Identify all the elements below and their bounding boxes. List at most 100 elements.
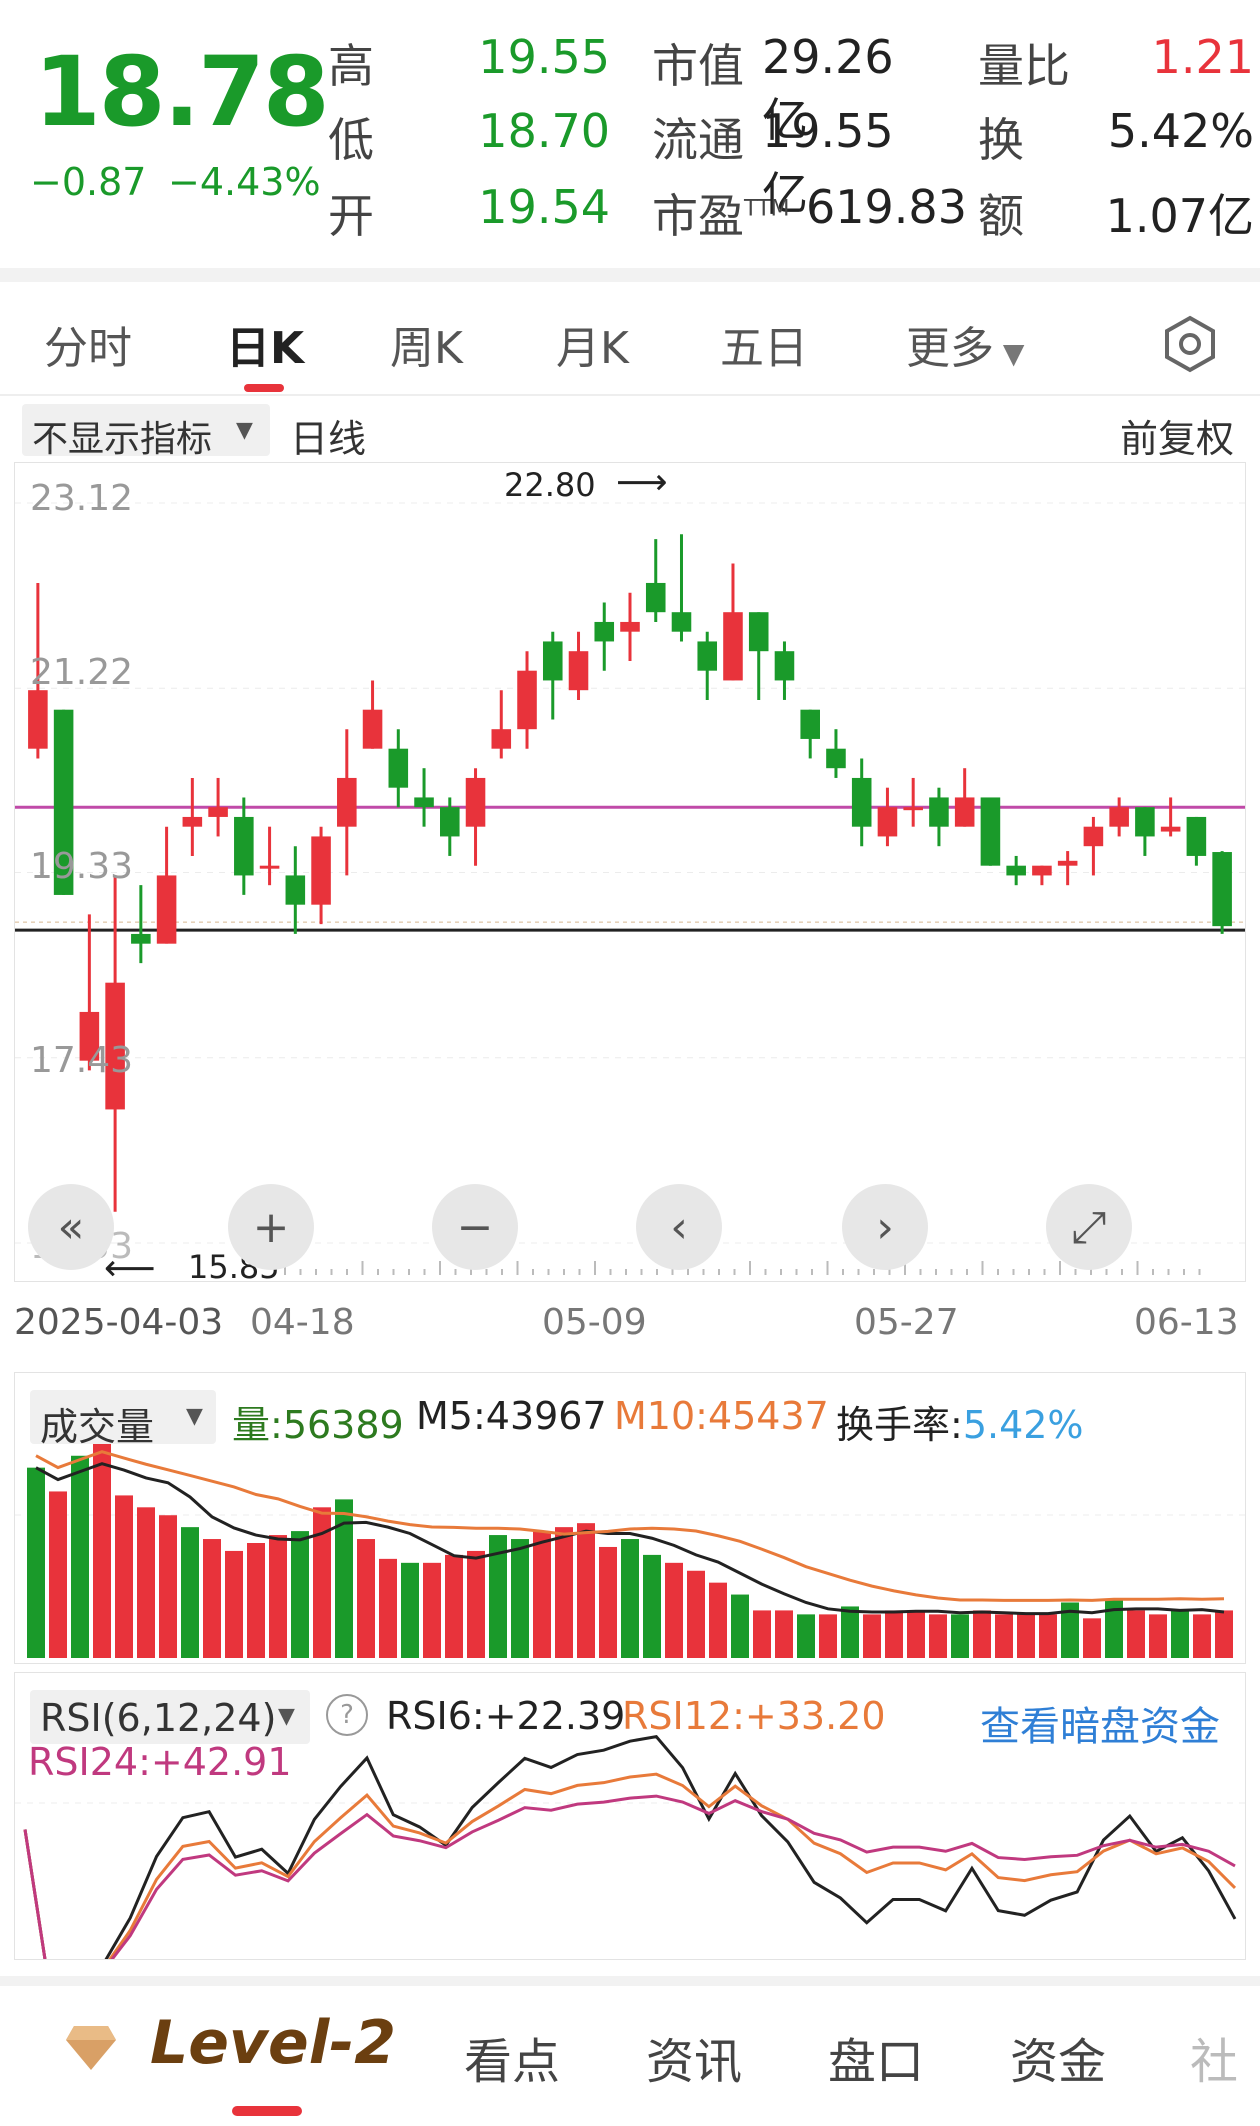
volume-bar — [555, 1527, 573, 1658]
low-label: 低 — [328, 113, 374, 167]
tab-more-label: 更多 — [906, 323, 994, 374]
tab-community[interactable]: 社 — [1190, 2034, 1239, 2090]
zoom-out-icon[interactable]: − — [432, 1184, 518, 1270]
kline-svg — [15, 502, 1245, 1275]
volume-panel[interactable] — [14, 1372, 1246, 1664]
volume-bar — [1061, 1602, 1079, 1658]
zoom-in-icon[interactable]: + — [228, 1184, 314, 1270]
chevron-down-icon: ▼ — [236, 418, 253, 443]
rsi6-line — [23, 1734, 1237, 2002]
tab-orderbook[interactable]: 盘口 — [828, 2034, 925, 2090]
price-change-pct: −4.43% — [168, 160, 321, 204]
chevron-right-icon[interactable]: › — [842, 1184, 928, 1270]
tab-monthly[interactable]: 月K — [556, 323, 629, 374]
m5-value: M5:43967 — [416, 1394, 607, 1438]
candle-body — [594, 621, 615, 642]
candle-body — [826, 748, 846, 769]
volume-bar — [621, 1539, 639, 1658]
tab-intraday[interactable]: 分时 — [44, 323, 132, 374]
pe-label: 市盈TTM — [652, 180, 789, 246]
help-icon[interactable]: ? — [326, 1694, 368, 1736]
volume-bar — [313, 1507, 331, 1658]
tab-news[interactable]: 资讯 — [646, 2034, 743, 2090]
y-label-2: 21.22 — [30, 652, 134, 693]
view-dark-pool-link[interactable]: 查看暗盘资金 — [980, 1704, 1220, 1750]
candle-body — [362, 709, 383, 749]
rsi-selector-label: RSI(6,12,24) — [40, 1696, 277, 1740]
volume-bar — [335, 1499, 353, 1658]
mktcap-label: 市值 — [652, 39, 744, 93]
adjust-selector[interactable]: 前复权 — [1120, 417, 1235, 461]
candle-body — [980, 797, 1001, 866]
candle-body — [388, 748, 409, 788]
tab-weekly[interactable]: 周K — [390, 323, 463, 374]
candle-body — [259, 865, 280, 869]
candle-body — [877, 807, 898, 837]
tab-daily[interactable]: 日K — [226, 323, 305, 374]
volume-bar — [467, 1550, 485, 1658]
volume-bar — [731, 1594, 749, 1658]
indicator-selector-label: 不显示指标 — [32, 419, 213, 460]
settings-icon[interactable] — [1160, 314, 1220, 378]
volume-bar — [115, 1495, 133, 1658]
turnover-label: 换 — [978, 113, 1024, 167]
volume-svg — [15, 1439, 1245, 1658]
rsi-selector[interactable]: RSI(6,12,24) ▼ — [30, 1690, 310, 1744]
rewind-icon[interactable]: « — [28, 1184, 114, 1270]
m10-line — [35, 1450, 1225, 1602]
vol-number: 56389 — [282, 1403, 404, 1447]
candle-body — [131, 933, 151, 944]
pe-ttm-sup: TTM — [744, 196, 790, 222]
candle-body — [1083, 826, 1104, 847]
volume-bar — [71, 1455, 89, 1658]
turn-label: 换手率: — [836, 1403, 963, 1447]
tab-capital[interactable]: 资金 — [1010, 2034, 1107, 2090]
volume-bar — [1105, 1598, 1123, 1658]
y-label-4: 17.43 — [30, 1040, 134, 1081]
rsi24-line — [23, 1794, 1236, 2002]
tab-highlights[interactable]: 看点 — [464, 2034, 561, 2090]
volume-bar — [797, 1614, 815, 1658]
open-label: 开 — [328, 189, 374, 243]
volume-bar — [753, 1610, 771, 1658]
candle-body — [1135, 807, 1155, 837]
chevron-left-icon[interactable]: ‹ — [636, 1184, 722, 1270]
volume-bar — [181, 1527, 199, 1658]
volume-bar — [401, 1562, 419, 1658]
tab-five-day[interactable]: 五日 — [720, 323, 808, 374]
volume-value: 量:56389 — [232, 1394, 404, 1449]
m10-value: M10:45437 — [614, 1394, 829, 1438]
last-price: 18.78 — [34, 36, 330, 148]
rsi6-value: RSI6:+22.39 — [386, 1694, 626, 1738]
rsi-panel[interactable] — [14, 1672, 1246, 2002]
kline-chart[interactable] — [14, 462, 1246, 1282]
candle-body — [1006, 865, 1026, 876]
high-marker-label: 22.80 — [504, 466, 596, 504]
volume-bar — [1193, 1614, 1211, 1658]
level2-tab[interactable]: Level-2 — [150, 2008, 396, 2078]
tab-more[interactable]: 更多 ▼ — [906, 312, 1024, 376]
volume-bar — [1215, 1610, 1233, 1658]
candle-body — [156, 875, 177, 944]
volume-bar — [225, 1550, 243, 1658]
rsi-svg — [15, 1734, 1245, 2002]
fullscreen-icon[interactable]: ⤢ — [1046, 1184, 1132, 1270]
volume-bar — [885, 1610, 903, 1658]
candle-body — [28, 690, 48, 749]
volume-bar — [687, 1570, 705, 1658]
x-label-1: 2025-04-03 — [14, 1302, 224, 1343]
candle-body — [311, 836, 331, 905]
active-bottom-indicator — [232, 2106, 302, 2116]
x-label-5: 06-13 — [1134, 1302, 1239, 1343]
x-label-4: 05-27 — [854, 1302, 959, 1343]
volume-bar — [1149, 1614, 1167, 1658]
volume-bar — [159, 1515, 177, 1658]
volume-bar — [709, 1582, 727, 1658]
volume-bar — [379, 1558, 397, 1658]
volume-bar — [27, 1467, 45, 1658]
volume-selector[interactable]: 成交量 ▼ — [30, 1390, 216, 1449]
indicator-selector[interactable]: 不显示指标 ▼ — [22, 404, 270, 460]
volume-bar — [203, 1539, 221, 1658]
vol-label: 量: — [232, 1403, 283, 1447]
volume-bar — [1083, 1618, 1101, 1658]
